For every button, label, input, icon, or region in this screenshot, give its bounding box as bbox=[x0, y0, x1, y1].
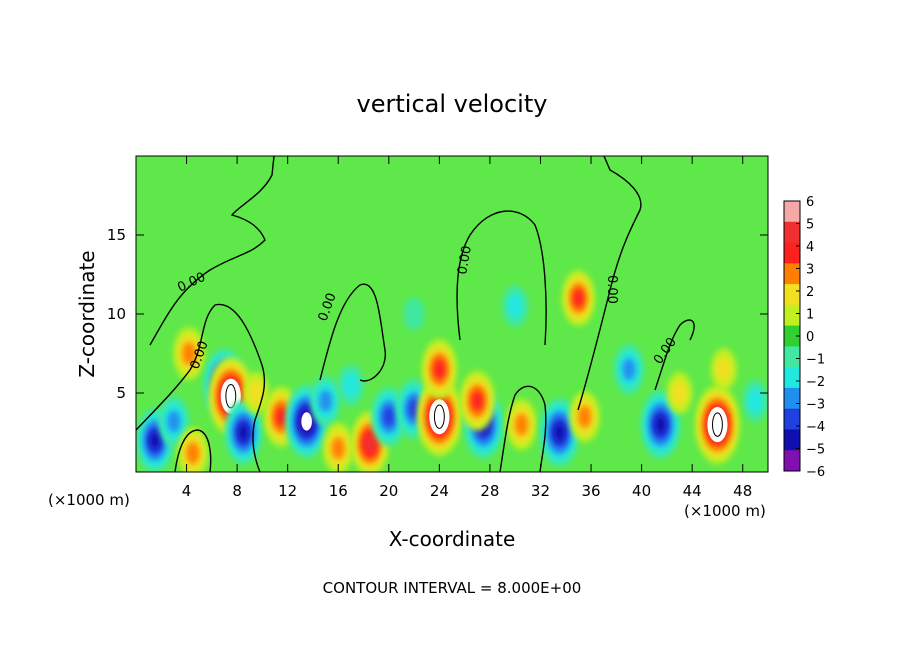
colorbar-swatch bbox=[784, 325, 800, 347]
field-blob bbox=[275, 406, 288, 427]
field-blob bbox=[186, 442, 200, 464]
colorbar-swatch bbox=[784, 242, 800, 264]
field-blob bbox=[382, 406, 395, 427]
velocity-field bbox=[136, 270, 768, 472]
zero-contour-center bbox=[456, 210, 547, 346]
colorbar-label: −2 bbox=[806, 375, 825, 390]
x-tick-label: 36 bbox=[581, 482, 600, 500]
field-core bbox=[429, 399, 450, 435]
field-blob bbox=[622, 358, 636, 381]
field-blob bbox=[671, 380, 688, 406]
x-unit-label-right: (×1000 m) bbox=[684, 502, 766, 520]
colorbar-swatch bbox=[784, 408, 800, 430]
x-tick-label: 8 bbox=[232, 482, 242, 500]
field-blob bbox=[319, 390, 333, 412]
field-core bbox=[301, 412, 312, 431]
zero-contour-right bbox=[577, 156, 642, 411]
field-core-contour bbox=[225, 383, 237, 409]
zero-contours bbox=[136, 156, 695, 472]
field-blob bbox=[343, 372, 359, 398]
colorbar-swatch bbox=[784, 304, 800, 327]
field-blob bbox=[747, 388, 764, 414]
field-blob bbox=[553, 423, 565, 442]
colorbar-swatch bbox=[784, 201, 800, 223]
y-axis-label: Z-coordinate bbox=[75, 250, 99, 377]
colorbar-label: 3 bbox=[806, 263, 814, 278]
contour-label: 0.00 bbox=[455, 245, 475, 276]
field-blob bbox=[149, 431, 161, 450]
field-blob bbox=[716, 356, 732, 382]
colorbar-swatch bbox=[784, 367, 800, 389]
x-tick-label: 4 bbox=[182, 482, 192, 500]
colorbar-swatch bbox=[784, 387, 800, 410]
colorbar-label: −3 bbox=[806, 398, 825, 413]
chart-title: vertical velocity bbox=[357, 90, 548, 118]
colorbar-label: 6 bbox=[806, 195, 814, 210]
colorbar-label: 0 bbox=[806, 330, 814, 345]
field-blob bbox=[655, 415, 667, 434]
contour-label: 0.00 bbox=[604, 275, 619, 304]
zero-contour-bottom-left bbox=[174, 429, 212, 472]
y-tick-label: 5 bbox=[116, 384, 126, 402]
field-blob bbox=[403, 297, 425, 331]
colorbar-label: 4 bbox=[806, 240, 814, 255]
colorbar-label: −5 bbox=[806, 443, 825, 458]
x-axis: 4 8 12 16 20 24 28 32 36 40 44 48 bbox=[182, 156, 752, 500]
field-blob bbox=[331, 437, 345, 460]
colorbar-label: 5 bbox=[806, 218, 814, 233]
x-tick-label: 44 bbox=[683, 482, 702, 500]
colorbar-swatch bbox=[784, 284, 800, 306]
y-tick-label: 10 bbox=[107, 305, 126, 323]
colorbar-swatch bbox=[784, 221, 800, 244]
colorbar-label: 1 bbox=[806, 308, 814, 323]
x-tick-label: 20 bbox=[379, 482, 398, 500]
field-blob bbox=[578, 405, 592, 428]
colorbar-label: −4 bbox=[806, 420, 825, 435]
x-tick-label: 28 bbox=[480, 482, 499, 500]
colorbar-swatch bbox=[784, 450, 800, 472]
zero-contour-upper-left bbox=[149, 156, 275, 346]
colorbar-label: −1 bbox=[806, 353, 825, 368]
colorbar-label: 2 bbox=[806, 285, 814, 300]
field-blob bbox=[182, 342, 196, 365]
field-blob bbox=[167, 410, 181, 433]
contour-interval-note: CONTOUR INTERVAL = 8.000E+00 bbox=[323, 579, 582, 597]
field-blob bbox=[507, 293, 523, 319]
field-blob bbox=[248, 380, 264, 406]
colorbar-swatch bbox=[784, 263, 800, 285]
field-core-contour bbox=[433, 404, 445, 429]
colorbar: 6 5 4 3 2 1 0 −1 −2 −3 −4 −5 −6 bbox=[783, 195, 825, 480]
field-blob bbox=[433, 359, 446, 380]
field-blob bbox=[572, 288, 584, 308]
colorbar-swatch bbox=[784, 429, 800, 451]
field-blob bbox=[515, 413, 529, 436]
x-tick-label: 48 bbox=[733, 482, 752, 500]
x-unit-label-left: (×1000 m) bbox=[48, 491, 130, 509]
zero-contour-far-right bbox=[654, 319, 695, 391]
field-core bbox=[707, 407, 728, 443]
colorbar-label: −6 bbox=[806, 465, 825, 480]
zero-contour-bottom-center bbox=[499, 385, 547, 472]
x-axis-label: X-coordinate bbox=[389, 527, 516, 551]
field-blob bbox=[364, 434, 375, 453]
x-tick-label: 12 bbox=[278, 482, 297, 500]
y-axis: 5 10 15 bbox=[107, 226, 768, 402]
field-core-contour bbox=[712, 412, 723, 437]
field-blob bbox=[471, 390, 484, 411]
x-tick-label: 40 bbox=[632, 482, 651, 500]
zero-contour-center-left bbox=[319, 283, 386, 382]
field-blob bbox=[238, 423, 249, 442]
x-tick-label: 24 bbox=[430, 482, 449, 500]
x-tick-label: 32 bbox=[531, 482, 550, 500]
colorbar-swatch bbox=[784, 346, 800, 368]
y-tick-label: 15 bbox=[107, 226, 126, 244]
x-tick-label: 16 bbox=[329, 482, 348, 500]
zero-contour-left bbox=[136, 303, 266, 472]
